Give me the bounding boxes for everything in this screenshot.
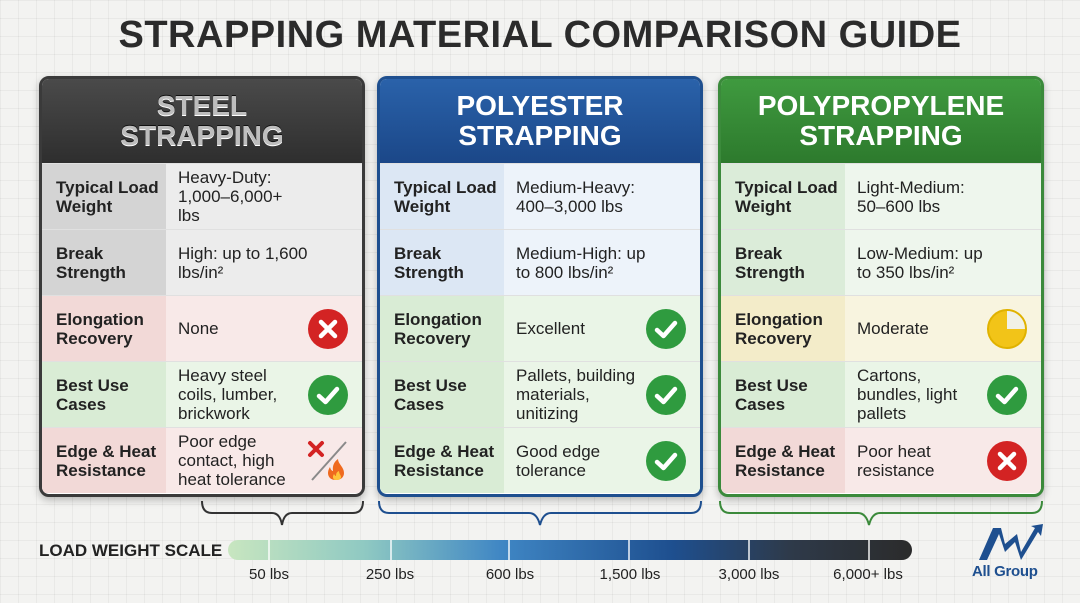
check-circle-icon xyxy=(646,309,686,349)
brace-polyester xyxy=(378,500,702,526)
row-value: Low-Medium: up to 350 lbs/in² xyxy=(845,230,1041,295)
x-and-flame-icon xyxy=(306,438,350,484)
row-label: Best Use Cases xyxy=(42,362,166,427)
row-break-strength: Break Strength Low-Medium: up to 350 lbs… xyxy=(721,229,1041,295)
card-heading: STEEL STRAPPING xyxy=(42,79,362,163)
scale-tick xyxy=(748,540,750,560)
row-label: Best Use Cases xyxy=(721,362,845,427)
row-load-weight: Typical Load Weight Medium-Heavy: 400–3,… xyxy=(380,163,700,229)
heading-line-1: POLYPROPYLENE xyxy=(757,90,1005,121)
row-break-strength: Break Strength High: up to 1,600 lbs/in² xyxy=(42,229,362,295)
heading-line-2: STRAPPING xyxy=(799,120,963,151)
check-circle-icon xyxy=(308,375,348,415)
load-weight-scale-bar xyxy=(228,540,912,560)
row-value: Medium-Heavy: 400–3,000 lbs xyxy=(504,164,700,229)
row-value: Heavy steel coils, lumber, brickwork xyxy=(166,362,362,427)
row-best-use-cases: Best Use Cases Cartons, bundles, light p… xyxy=(721,361,1041,427)
scale-tick-label: 6,000+ lbs xyxy=(833,566,903,583)
row-label: Best Use Cases xyxy=(380,362,504,427)
brace-polypropylene xyxy=(719,500,1043,526)
row-value: Medium-High: up to 800 lbs/in² xyxy=(504,230,700,295)
row-load-weight: Typical Load Weight Heavy-Duty: 1,000–6,… xyxy=(42,163,362,229)
row-edge-heat-resistance: Edge & Heat Resistance Good edge toleran… xyxy=(380,427,700,493)
row-label: Elongation Recovery xyxy=(721,296,845,361)
row-best-use-cases: Best Use Cases Pallets, building materia… xyxy=(380,361,700,427)
x-circle-icon xyxy=(308,309,348,349)
card-polyester-strapping: POLYESTER STRAPPING Typical Load Weight … xyxy=(377,76,703,497)
logo-text: All Group xyxy=(972,563,1038,580)
row-value: Good edge tolerance xyxy=(504,428,700,493)
row-break-strength: Break Strength Medium-High: up to 800 lb… xyxy=(380,229,700,295)
heading-line-1: POLYESTER xyxy=(456,90,624,121)
row-elongation-recovery: Elongation Recovery None xyxy=(42,295,362,361)
row-edge-heat-resistance: Edge & Heat Resistance Poor edge contact… xyxy=(42,427,362,493)
row-label: Edge & Heat Resistance xyxy=(42,428,166,493)
scale-tick xyxy=(268,540,270,560)
row-elongation-recovery: Elongation Recovery Moderate xyxy=(721,295,1041,361)
row-label: Edge & Heat Resistance xyxy=(721,428,845,493)
row-load-weight: Typical Load Weight Light-Medium: 50–600… xyxy=(721,163,1041,229)
brace-steel xyxy=(201,500,364,526)
check-circle-icon xyxy=(987,375,1027,415)
all-group-logo-icon xyxy=(979,524,1043,560)
card-polypropylene-strapping: POLYPROPYLENE STRAPPING Typical Load Wei… xyxy=(718,76,1044,497)
scale-tick-label: 1,500 lbs xyxy=(599,566,661,583)
heading-line-1: STEEL xyxy=(156,90,248,121)
scale-tick-label: 50 lbs xyxy=(248,566,290,583)
card-steel-strapping: STEEL STRAPPING Typical Load Weight Heav… xyxy=(39,76,365,497)
row-label: Elongation Recovery xyxy=(42,296,166,361)
x-circle-icon xyxy=(987,441,1027,481)
scale-tick xyxy=(628,540,630,560)
check-circle-icon xyxy=(646,375,686,415)
row-label: Break Strength xyxy=(721,230,845,295)
card-heading: POLYPROPYLENE STRAPPING xyxy=(721,79,1041,163)
heading-line-2: STRAPPING xyxy=(458,120,622,151)
row-value: High: up to 1,600 lbs/in² xyxy=(166,230,362,295)
scale-tick-label: 600 lbs xyxy=(485,566,535,583)
scale-tick xyxy=(390,540,392,560)
row-label: Break Strength xyxy=(42,230,166,295)
row-value: Pallets, building materials, unitizing xyxy=(504,362,700,427)
load-weight-scale-label: LOAD WEIGHT SCALE xyxy=(39,541,223,560)
row-label: Edge & Heat Resistance xyxy=(380,428,504,493)
row-edge-heat-resistance: Edge & Heat Resistance Poor heat resista… xyxy=(721,427,1041,493)
scale-tick xyxy=(868,540,870,560)
row-value: Light-Medium: 50–600 lbs xyxy=(845,164,1041,229)
partial-circle-icon xyxy=(987,309,1027,349)
row-value: Heavy-Duty: 1,000–6,000+ lbs xyxy=(166,164,362,229)
scale-tick-label: 250 lbs xyxy=(365,566,415,583)
row-label: Typical Load Weight xyxy=(380,164,504,229)
row-best-use-cases: Best Use Cases Heavy steel coils, lumber… xyxy=(42,361,362,427)
row-elongation-recovery: Elongation Recovery Excellent xyxy=(380,295,700,361)
heading-line-2: STRAPPING xyxy=(120,120,284,151)
row-value: Poor edge contact, high heat tolerance xyxy=(166,428,362,493)
row-label: Typical Load Weight xyxy=(721,164,845,229)
row-label: Elongation Recovery xyxy=(380,296,504,361)
scale-tick xyxy=(508,540,510,560)
row-label: Break Strength xyxy=(380,230,504,295)
page-title: STRAPPING MATERIAL COMPARISON GUIDE xyxy=(118,14,962,56)
scale-tick-label: 3,000 lbs xyxy=(718,566,780,583)
card-heading: POLYESTER STRAPPING xyxy=(380,79,700,163)
row-label: Typical Load Weight xyxy=(42,164,166,229)
check-circle-icon xyxy=(646,441,686,481)
